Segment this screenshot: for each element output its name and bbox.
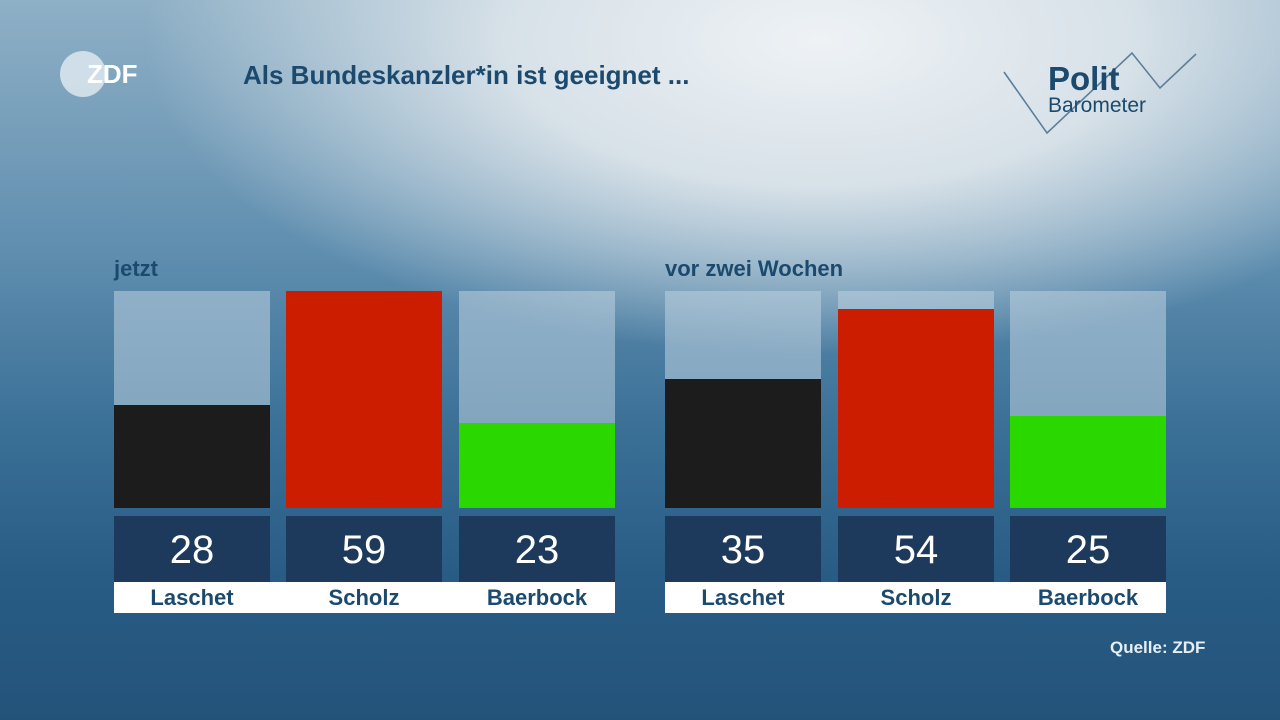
category-label: Laschet xyxy=(150,585,234,610)
svg-text:ZDF: ZDF xyxy=(87,59,138,89)
value-label: 35 xyxy=(665,516,821,582)
chart-title: Als Bundeskanzler*in ist geeignet ... xyxy=(243,60,690,90)
group-label-now: jetzt xyxy=(114,256,158,281)
zdf-logo: ZDF xyxy=(60,51,138,97)
bar-scholz xyxy=(838,309,994,508)
svg-text:Polit: Polit xyxy=(1048,60,1120,97)
category-label: Scholz xyxy=(880,585,952,610)
value-label: 28 xyxy=(114,516,270,582)
label-strip xyxy=(114,582,615,613)
category-label: Baerbock xyxy=(486,585,588,610)
value-label: 25 xyxy=(1010,516,1166,582)
bar-scholz xyxy=(286,291,442,508)
bar-laschet xyxy=(114,405,270,508)
bar-laschet xyxy=(665,379,821,508)
group-label-two-weeks-ago: vor zwei Wochen xyxy=(665,256,844,281)
politbarometer-logo: Polit Barometer xyxy=(1003,51,1197,135)
category-label: Baerbock xyxy=(1037,585,1139,610)
category-label: Scholz xyxy=(328,585,400,610)
value-label: 54 xyxy=(838,516,994,582)
bar-baerbock xyxy=(459,423,615,508)
value-label: 59 xyxy=(286,516,442,582)
category-label: Laschet xyxy=(701,585,785,610)
svg-text:Barometer: Barometer xyxy=(1048,94,1146,117)
source-note: Quelle: ZDF xyxy=(1110,638,1206,657)
value-label: 23 xyxy=(459,516,615,582)
label-strip xyxy=(665,582,1166,613)
bar-baerbock xyxy=(1010,416,1166,508)
